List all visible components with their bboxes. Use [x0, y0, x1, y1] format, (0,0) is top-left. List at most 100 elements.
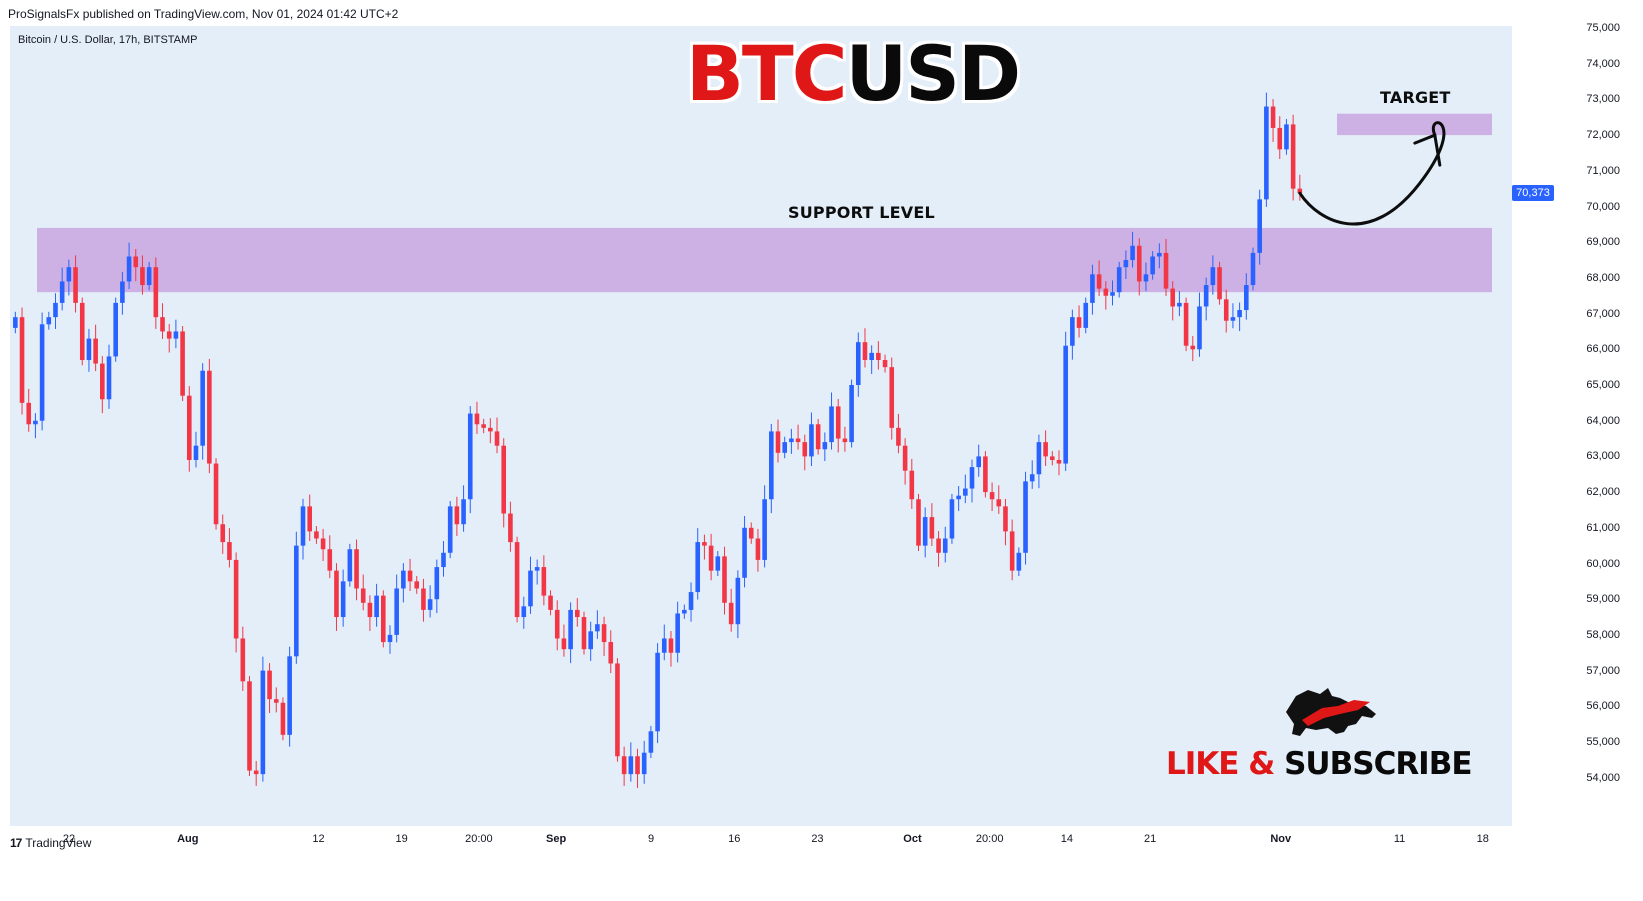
- candle-body: [769, 431, 774, 500]
- candle-body: [728, 602, 734, 625]
- candle: [26, 388, 32, 432]
- price-axis[interactable]: 75,000 74,000 73,000 72,000 71,000 70,000 69,0…: [1512, 22, 1643, 826]
- candle-body: [1043, 442, 1048, 457]
- candle-body: [795, 438, 801, 443]
- candle: [59, 267, 65, 311]
- candle: [554, 600, 560, 651]
- candle: [320, 528, 326, 562]
- candle-body: [876, 352, 881, 361]
- candle-body: [494, 431, 500, 446]
- candle: [193, 431, 199, 468]
- candle-body: [1203, 285, 1209, 307]
- candle-body: [1163, 252, 1169, 289]
- candle-body: [1217, 267, 1222, 300]
- candle-body: [996, 499, 1002, 507]
- candle-body: [702, 542, 707, 546]
- candle-body: [374, 595, 379, 618]
- candle-body: [467, 413, 473, 500]
- x-tick-label: 22: [62, 833, 76, 845]
- candle: [855, 332, 861, 397]
- candle: [240, 626, 246, 691]
- candle-body: [220, 524, 226, 543]
- candle-body: [13, 317, 18, 328]
- candle: [414, 575, 420, 594]
- candle: [688, 582, 694, 622]
- candle: [1070, 309, 1075, 360]
- candle-body: [648, 731, 654, 753]
- chart-title: BTCUSD: [686, 36, 1021, 112]
- time-axis[interactable]: 22 Aug 12 19 20:00 Sep 9 16 23 Oct 20:00 14 21 Nov 11 1…: [10, 826, 1512, 852]
- candle-body: [1143, 274, 1149, 282]
- candle-body: [1210, 267, 1216, 286]
- candle: [989, 482, 995, 512]
- candle-body: [1049, 456, 1055, 460]
- candle: [628, 742, 634, 782]
- candle-body: [1257, 199, 1262, 253]
- candle: [1096, 260, 1102, 297]
- y-tick-label: 74,000: [1586, 57, 1620, 70]
- candle-body: [1230, 317, 1236, 321]
- chart-plot-area[interactable]: [10, 26, 1512, 826]
- candle: [748, 522, 754, 544]
- candle-body: [1223, 299, 1229, 321]
- candle: [869, 345, 874, 374]
- candle-body: [347, 549, 353, 582]
- candle: [708, 533, 714, 581]
- candle-body: [253, 770, 259, 775]
- candle-body: [207, 370, 212, 464]
- candle-body: [160, 317, 165, 332]
- candle: [387, 625, 393, 654]
- y-tick-label: 62,000: [1586, 486, 1620, 499]
- y-tick-label: 63,000: [1586, 450, 1620, 463]
- candle: [588, 621, 593, 661]
- candle: [802, 434, 808, 471]
- candle-body: [1016, 552, 1022, 571]
- candle-body: [133, 256, 139, 268]
- candle-body: [314, 531, 319, 539]
- candle: [1183, 297, 1189, 352]
- candle-body: [829, 406, 834, 443]
- candle: [1270, 99, 1276, 142]
- candle: [46, 311, 52, 330]
- candle: [822, 432, 828, 462]
- candle: [314, 526, 319, 544]
- title-btc: BTC: [686, 29, 848, 118]
- candle-body: [983, 456, 988, 493]
- candle-body: [655, 652, 660, 732]
- candle-body: [354, 549, 359, 589]
- candle-body: [1150, 256, 1155, 275]
- candle-body: [33, 420, 38, 425]
- y-tick-label: 55,000: [1586, 736, 1620, 748]
- candle: [728, 588, 734, 632]
- candle: [186, 386, 192, 472]
- x-tick-label: 14: [1060, 833, 1074, 845]
- target-label: TARGET: [1380, 88, 1451, 107]
- x-tick-label: Nov: [1270, 833, 1292, 845]
- like-subscribe-banner[interactable]: LIKE & SUBSCRIBE: [1166, 746, 1473, 782]
- candle: [1103, 281, 1109, 310]
- projection-arrow: [1298, 121, 1446, 226]
- x-tick-label: Aug: [177, 833, 199, 845]
- candle: [360, 574, 366, 611]
- candle-body: [120, 281, 125, 303]
- candlestick-chart: [13, 92, 1492, 789]
- candle: [1203, 277, 1209, 321]
- candle: [146, 261, 152, 291]
- candle: [401, 563, 406, 603]
- candle-body: [387, 634, 393, 643]
- candle: [942, 526, 948, 563]
- candle-body: [307, 506, 313, 532]
- candle-body: [1103, 288, 1109, 296]
- y-tick-label: 65,000: [1586, 379, 1620, 391]
- candle-body: [247, 681, 252, 771]
- candle: [581, 611, 587, 655]
- support-level-label: SUPPORT LEVEL: [788, 203, 935, 222]
- candle-body: [53, 302, 58, 318]
- candle: [1257, 189, 1262, 265]
- candle: [508, 501, 513, 552]
- candle: [789, 428, 794, 454]
- candle-body: [949, 499, 955, 539]
- y-tick-label: 56,000: [1586, 700, 1620, 713]
- candle: [19, 307, 25, 415]
- candle-body: [588, 631, 593, 650]
